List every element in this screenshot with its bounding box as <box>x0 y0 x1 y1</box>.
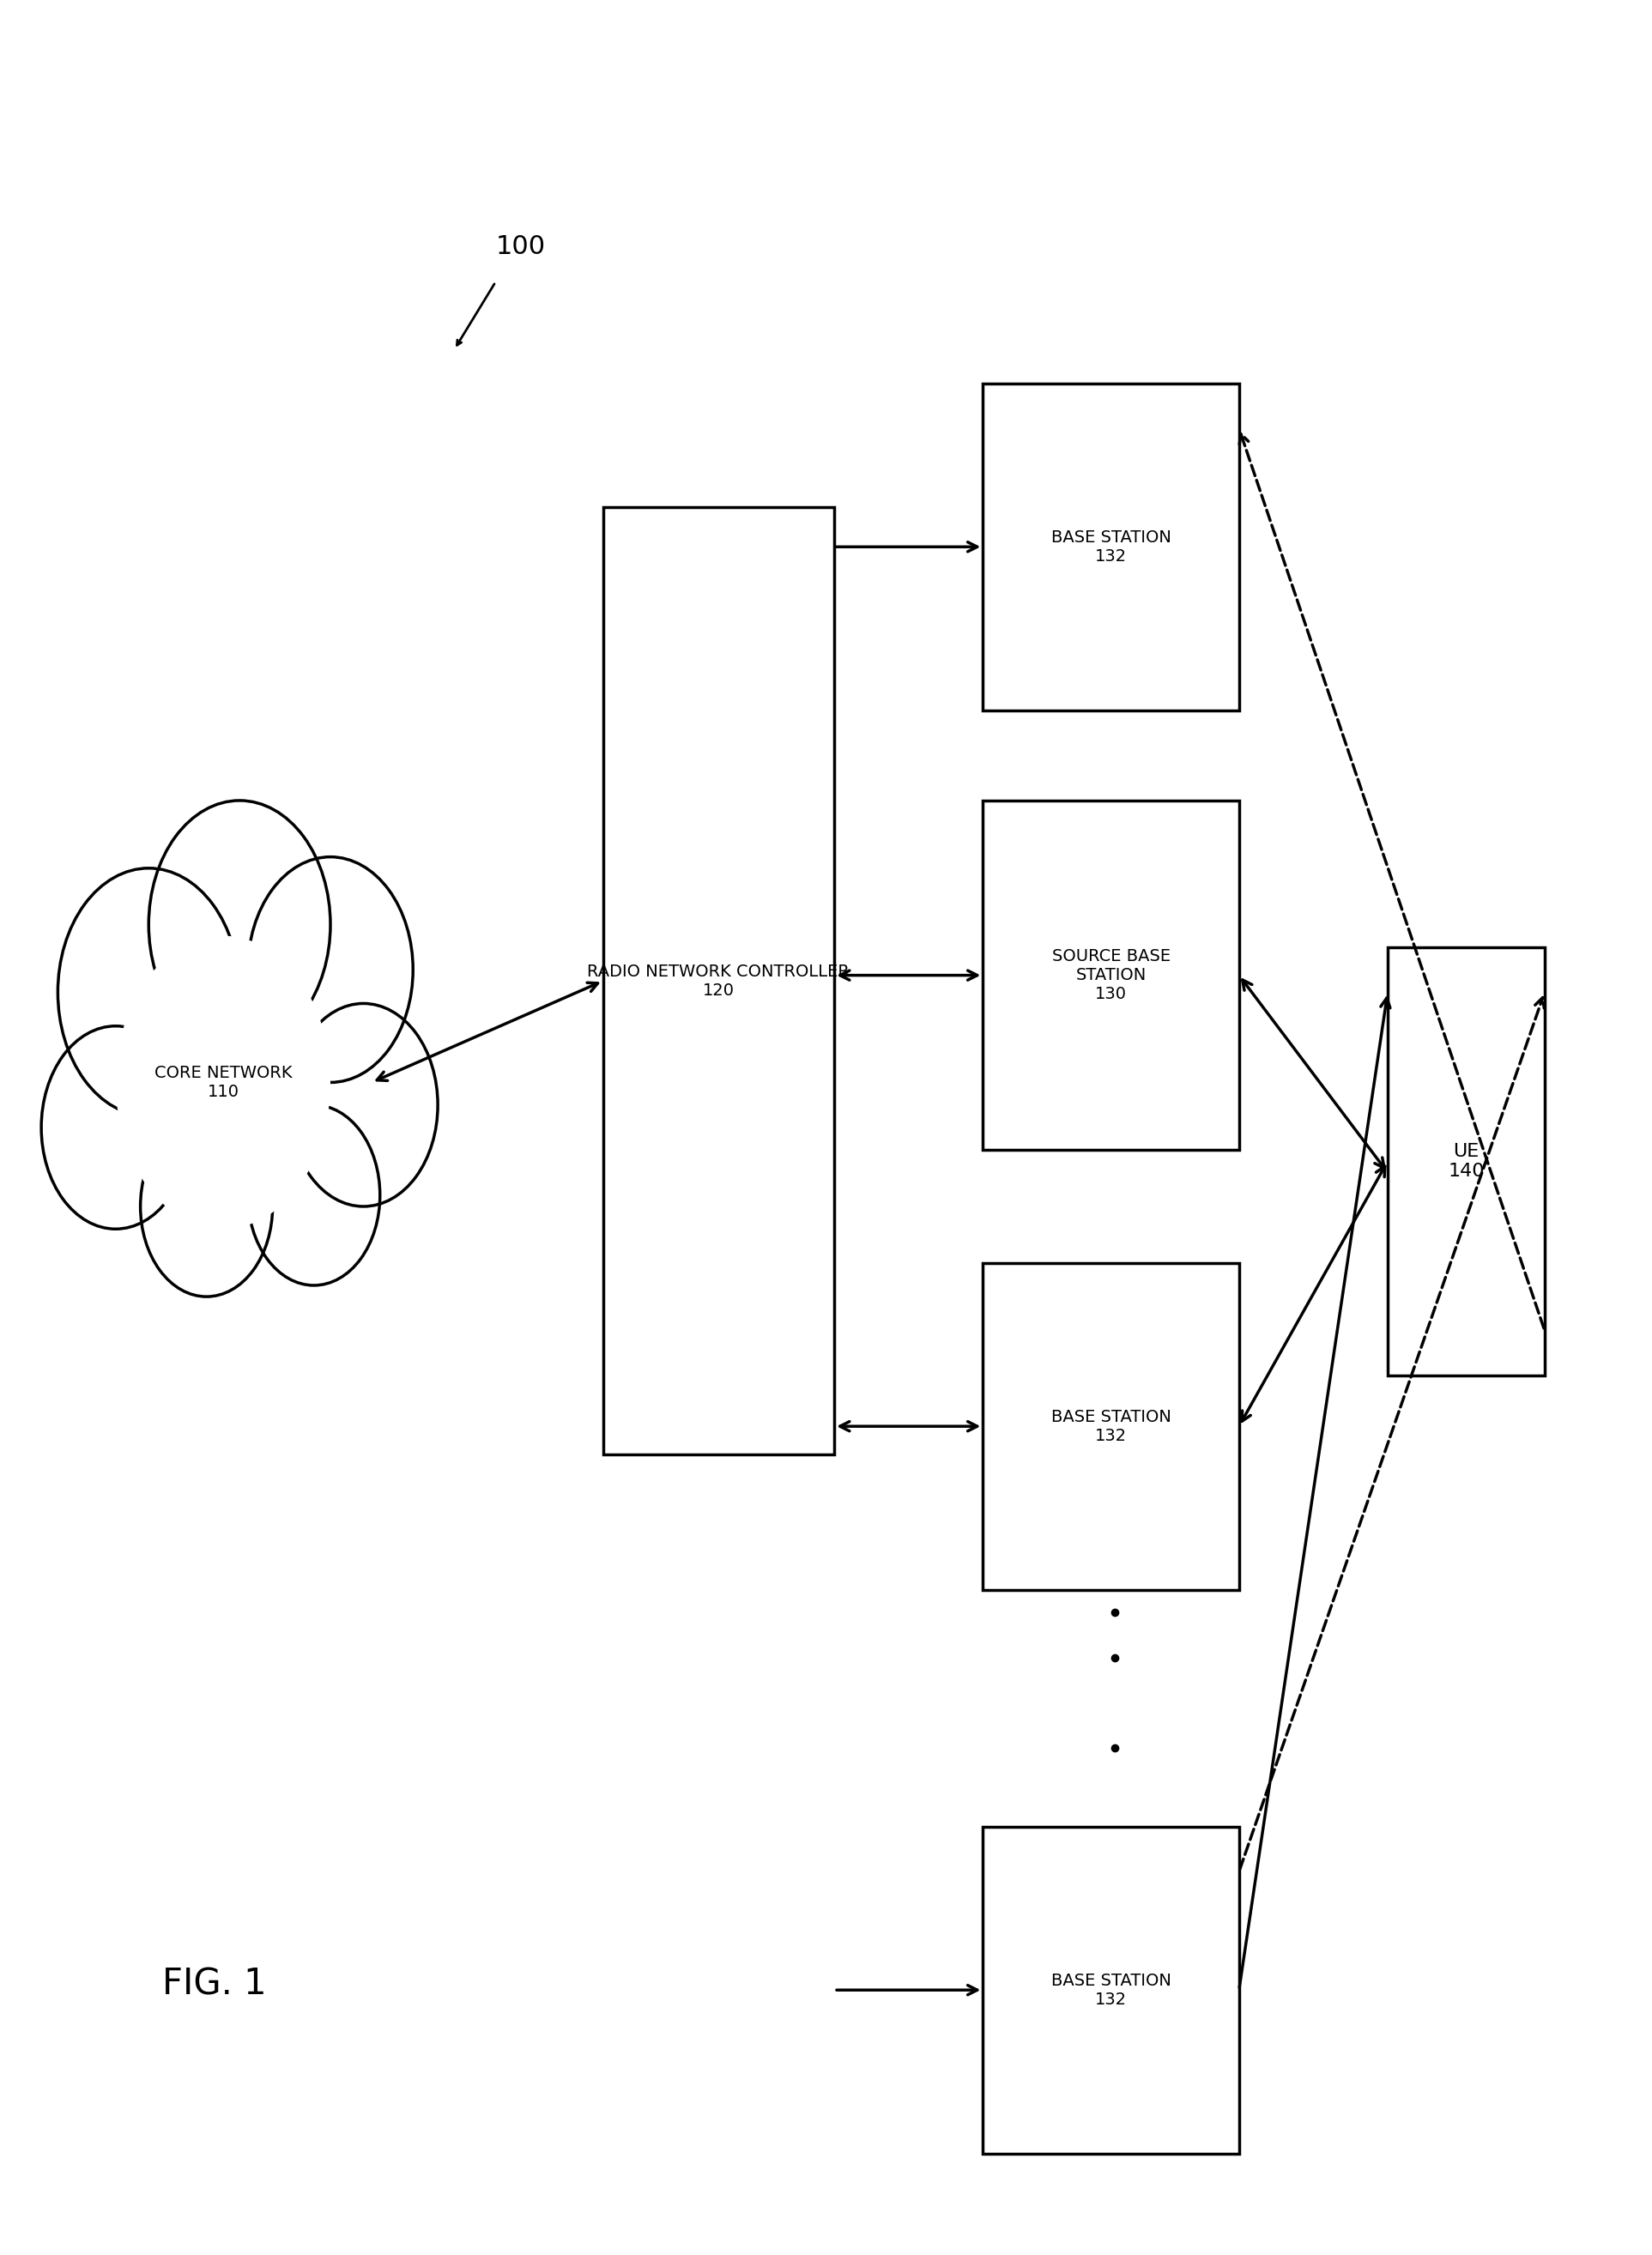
Text: 100: 100 <box>496 235 545 259</box>
Text: BASE STATION
132: BASE STATION 132 <box>1051 1973 1171 2007</box>
FancyArrowPatch shape <box>1242 981 1384 1168</box>
FancyArrowPatch shape <box>839 1421 978 1432</box>
Circle shape <box>149 801 330 1049</box>
Circle shape <box>41 1026 190 1229</box>
FancyBboxPatch shape <box>603 507 834 1454</box>
Circle shape <box>248 857 413 1082</box>
FancyArrowPatch shape <box>1239 433 1545 1328</box>
FancyBboxPatch shape <box>983 1263 1239 1590</box>
Text: BASE STATION
132: BASE STATION 132 <box>1051 1409 1171 1443</box>
FancyArrowPatch shape <box>1239 997 1545 1869</box>
FancyArrowPatch shape <box>836 1984 978 1996</box>
Text: UE
140: UE 140 <box>1447 1143 1485 1179</box>
FancyArrowPatch shape <box>836 541 978 552</box>
FancyArrowPatch shape <box>1242 1166 1384 1421</box>
Text: FIG. 1: FIG. 1 <box>162 1966 268 2002</box>
FancyBboxPatch shape <box>983 801 1239 1150</box>
FancyBboxPatch shape <box>983 1827 1239 2154</box>
Text: SOURCE BASE
STATION
130: SOURCE BASE STATION 130 <box>1052 949 1170 1001</box>
FancyArrowPatch shape <box>377 983 598 1080</box>
Circle shape <box>248 1105 380 1285</box>
Text: BASE STATION
132: BASE STATION 132 <box>1051 530 1171 564</box>
FancyBboxPatch shape <box>1388 947 1545 1376</box>
Circle shape <box>58 868 240 1116</box>
Circle shape <box>289 1003 438 1206</box>
FancyBboxPatch shape <box>983 383 1239 710</box>
FancyArrowPatch shape <box>839 970 978 981</box>
FancyArrowPatch shape <box>1239 999 1389 1987</box>
Circle shape <box>116 936 330 1229</box>
Circle shape <box>140 1116 273 1297</box>
Text: CORE NETWORK
110: CORE NETWORK 110 <box>154 1064 292 1100</box>
Text: RADIO NETWORK CONTROLLER
120: RADIO NETWORK CONTROLLER 120 <box>588 963 849 999</box>
